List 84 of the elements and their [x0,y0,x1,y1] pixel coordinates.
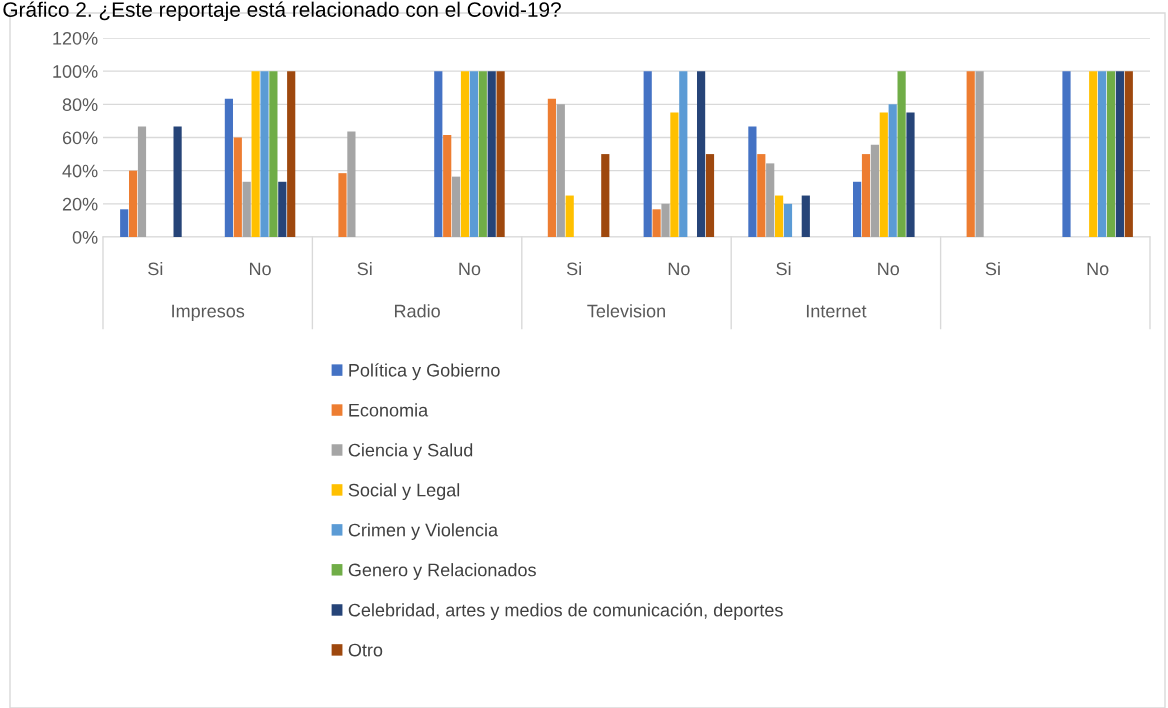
bar [643,71,652,237]
x-tick-label: No [249,262,271,276]
bar [1098,71,1107,237]
y-tick-label: 40% [62,164,98,178]
legend-label: Otro [348,643,383,657]
bar [661,203,670,237]
x-tick-label: Si [566,262,581,276]
bar [242,181,251,237]
bar [705,154,715,237]
bar [783,203,793,237]
bar [129,170,138,237]
y-tick-label: 60% [62,131,98,145]
legend-label: Economia [349,403,429,417]
bar [347,131,356,237]
x-tick-label: No [668,262,690,276]
bar [565,195,574,237]
bar [1062,71,1071,237]
bar [469,71,478,237]
bar [775,195,784,237]
x-tick-label: Si [357,262,372,276]
y-tick-label: 20% [62,197,98,211]
text: Impresos [172,304,245,322]
y-tick-label: 0% [72,230,98,244]
bar [906,112,915,237]
bar [1115,71,1124,237]
bar [260,71,269,237]
bar [547,98,556,237]
bar [1106,71,1116,237]
y-tick-label: 120% [53,31,98,45]
bar [434,71,443,237]
legend-label: Celebridad, artes y medios de comunicación, deportes [348,603,783,621]
bar [801,195,810,237]
bar [556,104,565,237]
x-tick-label: Si [148,262,163,276]
bar [1124,71,1133,237]
x-tick-label: Si [776,262,791,276]
bar [870,144,879,237]
bar [966,71,975,237]
bar [670,112,679,237]
bar [478,71,487,237]
bar [496,71,505,237]
bar [487,71,496,237]
bar [120,209,129,237]
x-tick-label: No [878,262,900,276]
bar [452,176,461,237]
legend-label: Ciencia y Salud [348,443,473,461]
y-tick-label: 100% [53,65,98,78]
bar [251,71,260,237]
y-tick-label: 80% [62,98,98,112]
bar [601,154,610,237]
bar [766,163,775,237]
x-tick-label: No [459,262,481,276]
bar [853,181,862,237]
text: Television [587,304,665,318]
bar [748,126,757,237]
bar [679,71,688,237]
bar [269,71,278,237]
bar [975,71,984,237]
bar [287,71,296,237]
bar [879,112,888,237]
bar [224,98,233,237]
bar [757,154,766,237]
legend-label: Política y Gobierno [349,363,500,381]
x-tick-label: No [1087,262,1109,276]
bar [697,71,706,237]
bar [338,173,347,237]
bar [460,71,470,237]
bar [861,154,871,237]
legend-label: Crimen y Violencia [348,523,499,540]
bar [278,181,287,237]
bar [233,137,242,237]
legend-label: Social y Legal [348,483,460,501]
bar [1089,71,1098,237]
bar [897,71,906,237]
legend-label: Genero y Relacionados [348,563,536,580]
text: Internet [806,304,867,318]
bar [137,126,147,237]
text: Radio [394,304,440,318]
x-tick-label: Si [985,262,1000,276]
chart-title: Gráfico 2. ¿Este reportaje está relacionado con el Covid-19? [3,1,561,22]
bar [173,126,182,237]
bar [888,104,897,237]
bar [443,135,452,237]
bar [652,209,661,237]
